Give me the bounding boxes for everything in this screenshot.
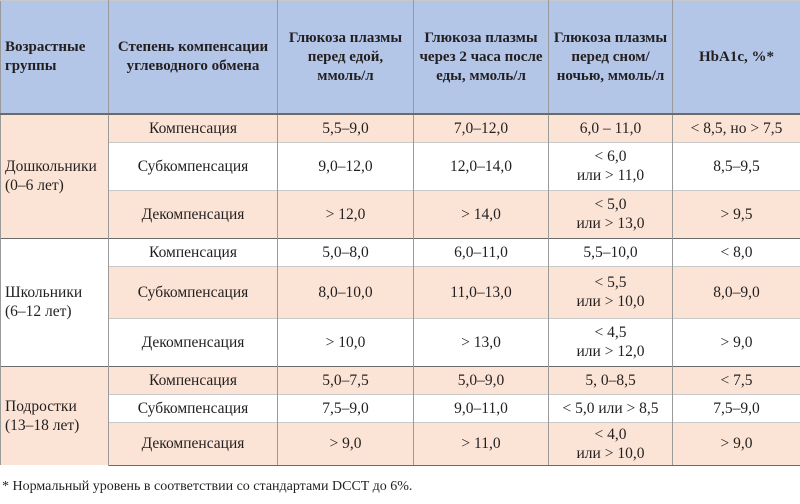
cell: 5,5–10,0 [548,237,673,266]
table-row: Подростки (13–18 лет) Компенсация 5,0–7,5 5… [0,365,800,465]
table-row: Декомпенсация > 12,0 > 14,0 < 5,0 или > 13,… [1,189,800,238]
cell: 7,0–12,0 [413,113,549,142]
cell: < 4,5 или > 12,0 [548,317,673,366]
cell: 7,5–9,0 [277,393,414,422]
cell: Компенсация [108,237,278,266]
table-row: Субкомпенсация 8,0–10,0 11,0–13,0 < 5,5 или… [1,265,800,318]
cell: 5, 0–8,5 [548,365,673,394]
cell: < 5,0 или > 8,5 [548,393,673,422]
table-row: Субкомпенсация 7,5–9,0 9,0–11,0 < 5,0 или >… [1,393,800,422]
header-row: Возрастные группы Степень компенсации угл… [0,0,800,115]
cell: Субкомпенсация [108,141,278,190]
cell: < 8,5, но > 7,5 [672,113,800,142]
cell: 5,0–9,0 [413,365,549,394]
cell: < 5,0 или > 13,0 [548,189,673,238]
header-cell: Глюкоза плазмы перед едой, ммоль/л [277,0,414,115]
glucose-table: Возрастные группы Степень компенсации угл… [0,0,800,466]
cell: > 14,0 [413,189,549,238]
table-row: Декомпенсация > 9,0 > 11,0 < 4,0 или > 10,0… [1,421,800,466]
table-row: Школьники (6–12 лет) Компенсация 5,0–8,0 6,… [0,237,800,366]
header-cell: Глюкоза плазмы перед сном/ ночью, ммоль/… [548,0,673,115]
cell: > 9,0 [277,421,414,466]
cell: > 12,0 [277,189,414,238]
cell: > 10,0 [277,317,414,366]
cell: Компенсация [108,365,278,394]
cell: < 4,0 или > 10,0 [548,421,673,466]
cell: 5,0–7,5 [277,365,414,394]
cell: Декомпенсация [108,189,278,238]
cell: < 6,0 или > 11,0 [548,141,673,190]
cell: 5,5–9,0 [277,113,414,142]
cell: < 8,0 [672,237,800,266]
cell: > 9,5 [672,189,800,238]
cell: > 11,0 [413,421,549,466]
cell: > 13,0 [413,317,549,366]
cell: 9,0–12,0 [277,141,414,190]
cell: Субкомпенсация [108,265,278,318]
cell: 6,0 – 11,0 [548,113,673,142]
header-cell: Возрастные группы [0,0,109,115]
group-cell: Дошкольники (0–6 лет) [0,113,109,238]
cell: 5,0–8,0 [277,237,414,266]
cell: 7,5–9,0 [672,393,800,422]
cell: < 7,5 [672,365,800,394]
table-row: Дошкольники (0–6 лет) Компенсация 5,5–9,0 7… [0,113,800,238]
cell: 11,0–13,0 [413,265,549,318]
cell: 6,0–11,0 [413,237,549,266]
cell: 12,0–14,0 [413,141,549,190]
group-cell: Подростки (13–18 лет) [0,365,109,465]
table-row: Субкомпенсация 9,0–12,0 12,0–14,0 < 6,0 или… [1,141,800,190]
cell: 8,5–9,5 [672,141,800,190]
cell: < 5,5 или > 10,0 [548,265,673,318]
cell: 9,0–11,0 [413,393,549,422]
header-cell: Глюкоза плазмы через 2 часа после еды, м… [413,0,549,115]
header-cell: Степень компенсации углеводного обмена [108,0,278,115]
table-row: Декомпенсация > 10,0 > 13,0 < 4,5 или > 12,… [1,317,800,366]
cell: Субкомпенсация [108,393,278,422]
cell: 8,0–10,0 [277,265,414,318]
cell: 8,0–9,0 [672,265,800,318]
header-cell: HbA1c, %* [672,0,800,115]
footnote: * Нормальный уровень в соответствии со с… [2,478,413,494]
cell: > 9,0 [672,317,800,366]
group-cell: Школьники (6–12 лет) [0,237,109,366]
cell: Компенсация [108,113,278,142]
cell: Декомпенсация [108,421,278,466]
cell: Декомпенсация [108,317,278,366]
cell: > 9,0 [672,421,800,466]
